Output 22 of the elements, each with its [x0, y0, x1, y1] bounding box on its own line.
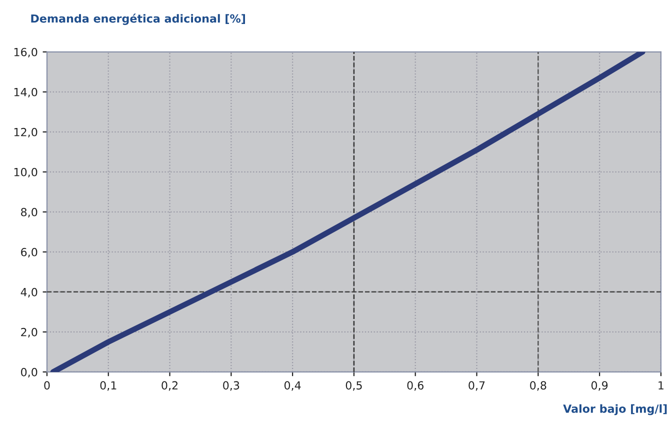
x-tick-label: 0,8 — [530, 381, 546, 391]
x-tick-label: 1 — [658, 381, 664, 390]
y-tick-label: 4,0 — [20, 288, 38, 298]
x-axis-title: Valor bajo [mg/l] — [563, 404, 667, 416]
y-tick-label: 12,0 — [14, 128, 38, 138]
y-axis-title: Demanda energética adicional [%] — [31, 14, 245, 25]
x-tick-label: 0,3 — [223, 381, 240, 391]
x-tick-label: 0,4 — [284, 381, 301, 391]
y-tick-label: 14,0 — [14, 88, 38, 98]
y-tick-label: 6,0 — [21, 248, 38, 258]
x-tick-label: 0,7 — [468, 381, 485, 391]
y-tick-label: 16,0 — [14, 48, 38, 58]
y-tick-label: 10,0 — [14, 168, 38, 178]
x-tick-label: 0,5 — [346, 381, 362, 391]
y-tick-label: 8,0 — [21, 208, 38, 218]
x-tick-label: 0,2 — [162, 381, 178, 391]
x-tick-label: 0,6 — [407, 381, 424, 391]
x-tick-label: 0 — [44, 381, 50, 390]
x-tick-label: 0,1 — [100, 381, 116, 391]
y-tick-label: 2,0 — [21, 328, 38, 338]
y-tick-label: 0,0 — [21, 368, 38, 378]
x-tick-label: 0,9 — [591, 381, 608, 391]
